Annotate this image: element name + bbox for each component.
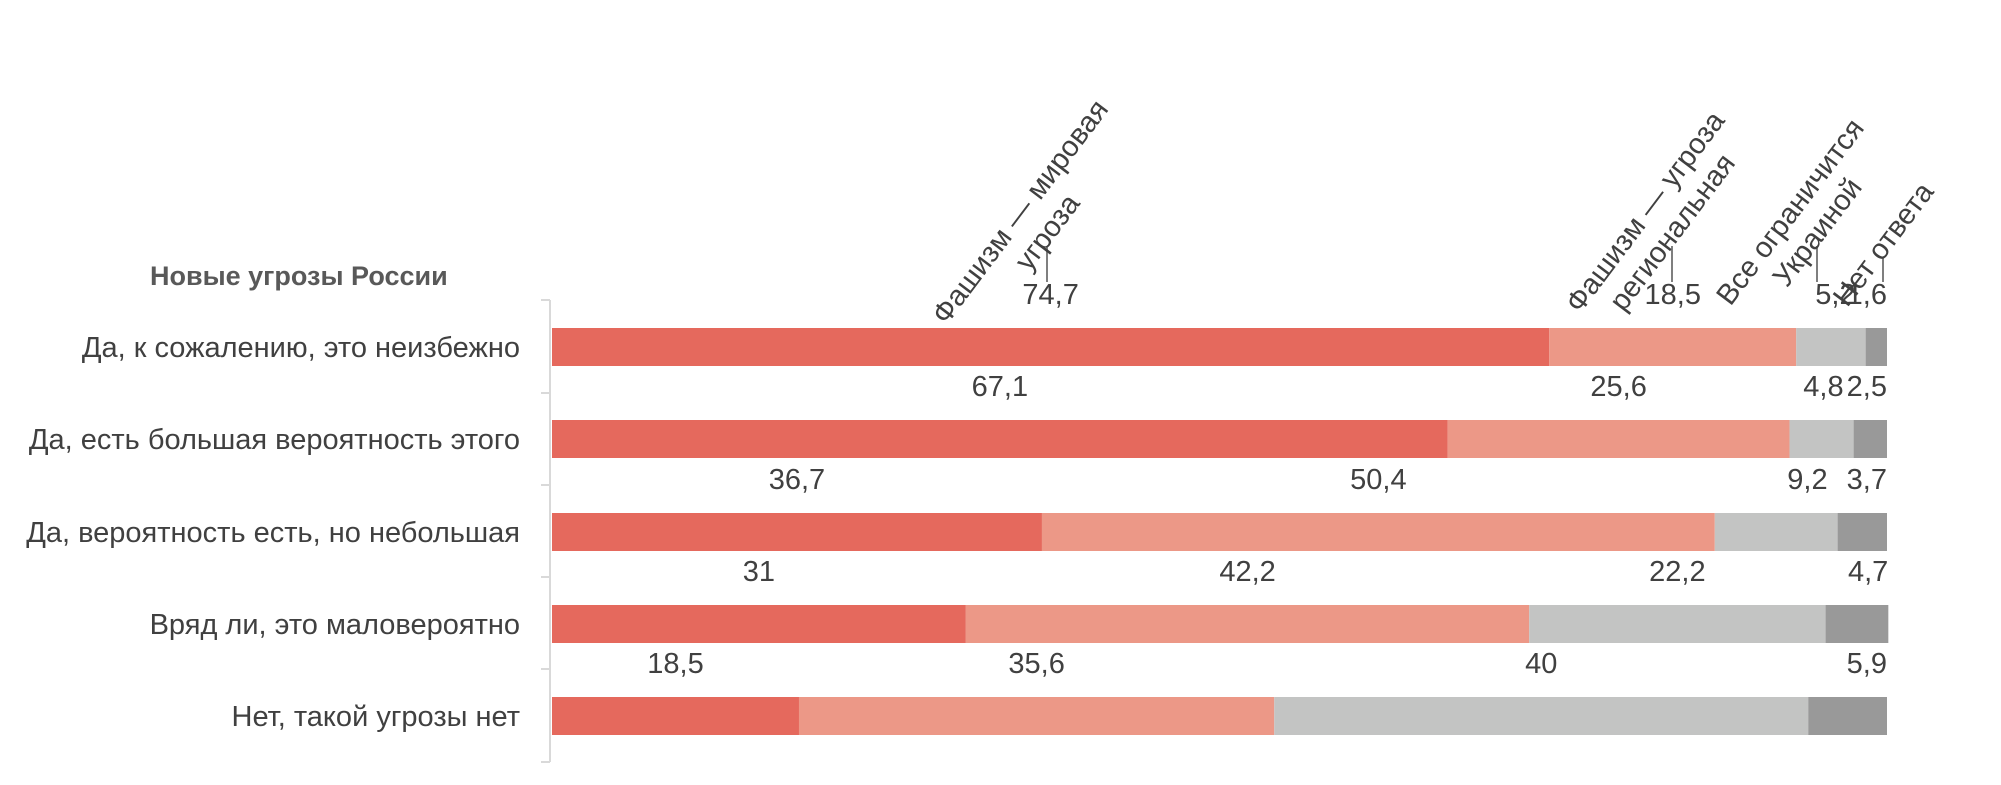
value-label-2-4: 2,5 — [1847, 371, 1887, 403]
value-label-1-4: 1,6 — [1847, 279, 1887, 311]
bar-segment-2-4 — [1853, 420, 1887, 458]
value-label-5-4: 5,9 — [1847, 648, 1887, 680]
bar-segment-1-1 — [552, 328, 1550, 366]
value-labels-layer: 74,7 18,5 5,21,6 67,1 25,6 4,8 2,5 36,7 50,4 9,2 3… — [647, 279, 1888, 680]
bar-segment-2-1 — [552, 420, 1448, 458]
bar-segment-1-4 — [1865, 328, 1887, 366]
value-label-2-3: 4,8 — [1803, 371, 1843, 403]
value-label-5-3: 40 — [1525, 648, 1557, 680]
bars-layer — [552, 328, 1889, 735]
value-label-1-2: 18,5 — [1645, 279, 1701, 311]
bar-segment-3-3 — [1714, 513, 1838, 551]
value-label-4-4: 4,7 — [1848, 556, 1888, 588]
value-label-2-1: 67,1 — [972, 371, 1028, 403]
chart-title: Новые угрозы России — [150, 261, 448, 291]
bar-segment-1-2 — [1549, 328, 1797, 366]
value-label-5-2: 35,6 — [1008, 648, 1064, 680]
value-label-3-2: 50,4 — [1350, 464, 1406, 496]
bar-segment-3-4 — [1837, 513, 1887, 551]
value-label-1-3: 5,2 — [1815, 279, 1855, 311]
value-label-3-4: 3,7 — [1847, 464, 1887, 496]
bar-segment-2-3 — [1789, 420, 1854, 458]
value-label-3-3: 9,2 — [1787, 464, 1827, 496]
value-label-3-1: 36,7 — [769, 464, 825, 496]
bar-segment-4-1 — [552, 605, 966, 643]
bar-segment-5-4 — [1808, 697, 1887, 735]
category-label-1: Да, к сожалению, это неизбежно — [82, 332, 520, 364]
bar-segment-4-4 — [1825, 605, 1889, 643]
bar-segment-3-2 — [1041, 513, 1715, 551]
value-label-5-1: 18,5 — [647, 648, 703, 680]
bar-segment-3-1 — [552, 513, 1042, 551]
value-label-1-1: 74,7 — [1022, 279, 1078, 311]
value-label-4-1: 31 — [743, 556, 775, 588]
legend-label-1-line-1: Фашизм — мировая — [926, 94, 1115, 330]
category-label-5: Нет, такой угрозы нет — [232, 701, 520, 733]
category-label-3: Да, вероятность есть, но небольшая — [26, 517, 520, 549]
bar-segment-1-3 — [1796, 328, 1866, 366]
bar-segment-4-2 — [965, 605, 1530, 643]
bar-segment-5-3 — [1274, 697, 1809, 735]
bar-segment-4-3 — [1529, 605, 1826, 643]
value-label-2-2: 25,6 — [1590, 371, 1646, 403]
bar-segment-2-2 — [1447, 420, 1790, 458]
category-label-2: Да, есть большая вероятность этого — [29, 424, 520, 456]
value-label-4-3: 22,2 — [1649, 556, 1705, 588]
bar-segment-5-1 — [552, 697, 799, 735]
category-label-4: Вряд ли, это маловероятно — [150, 609, 520, 641]
value-label-4-2: 42,2 — [1219, 556, 1275, 588]
bar-segment-5-2 — [798, 697, 1275, 735]
category-labels-layer: Да, к сожалению, это неизбежно Да, есть б… — [26, 332, 520, 733]
